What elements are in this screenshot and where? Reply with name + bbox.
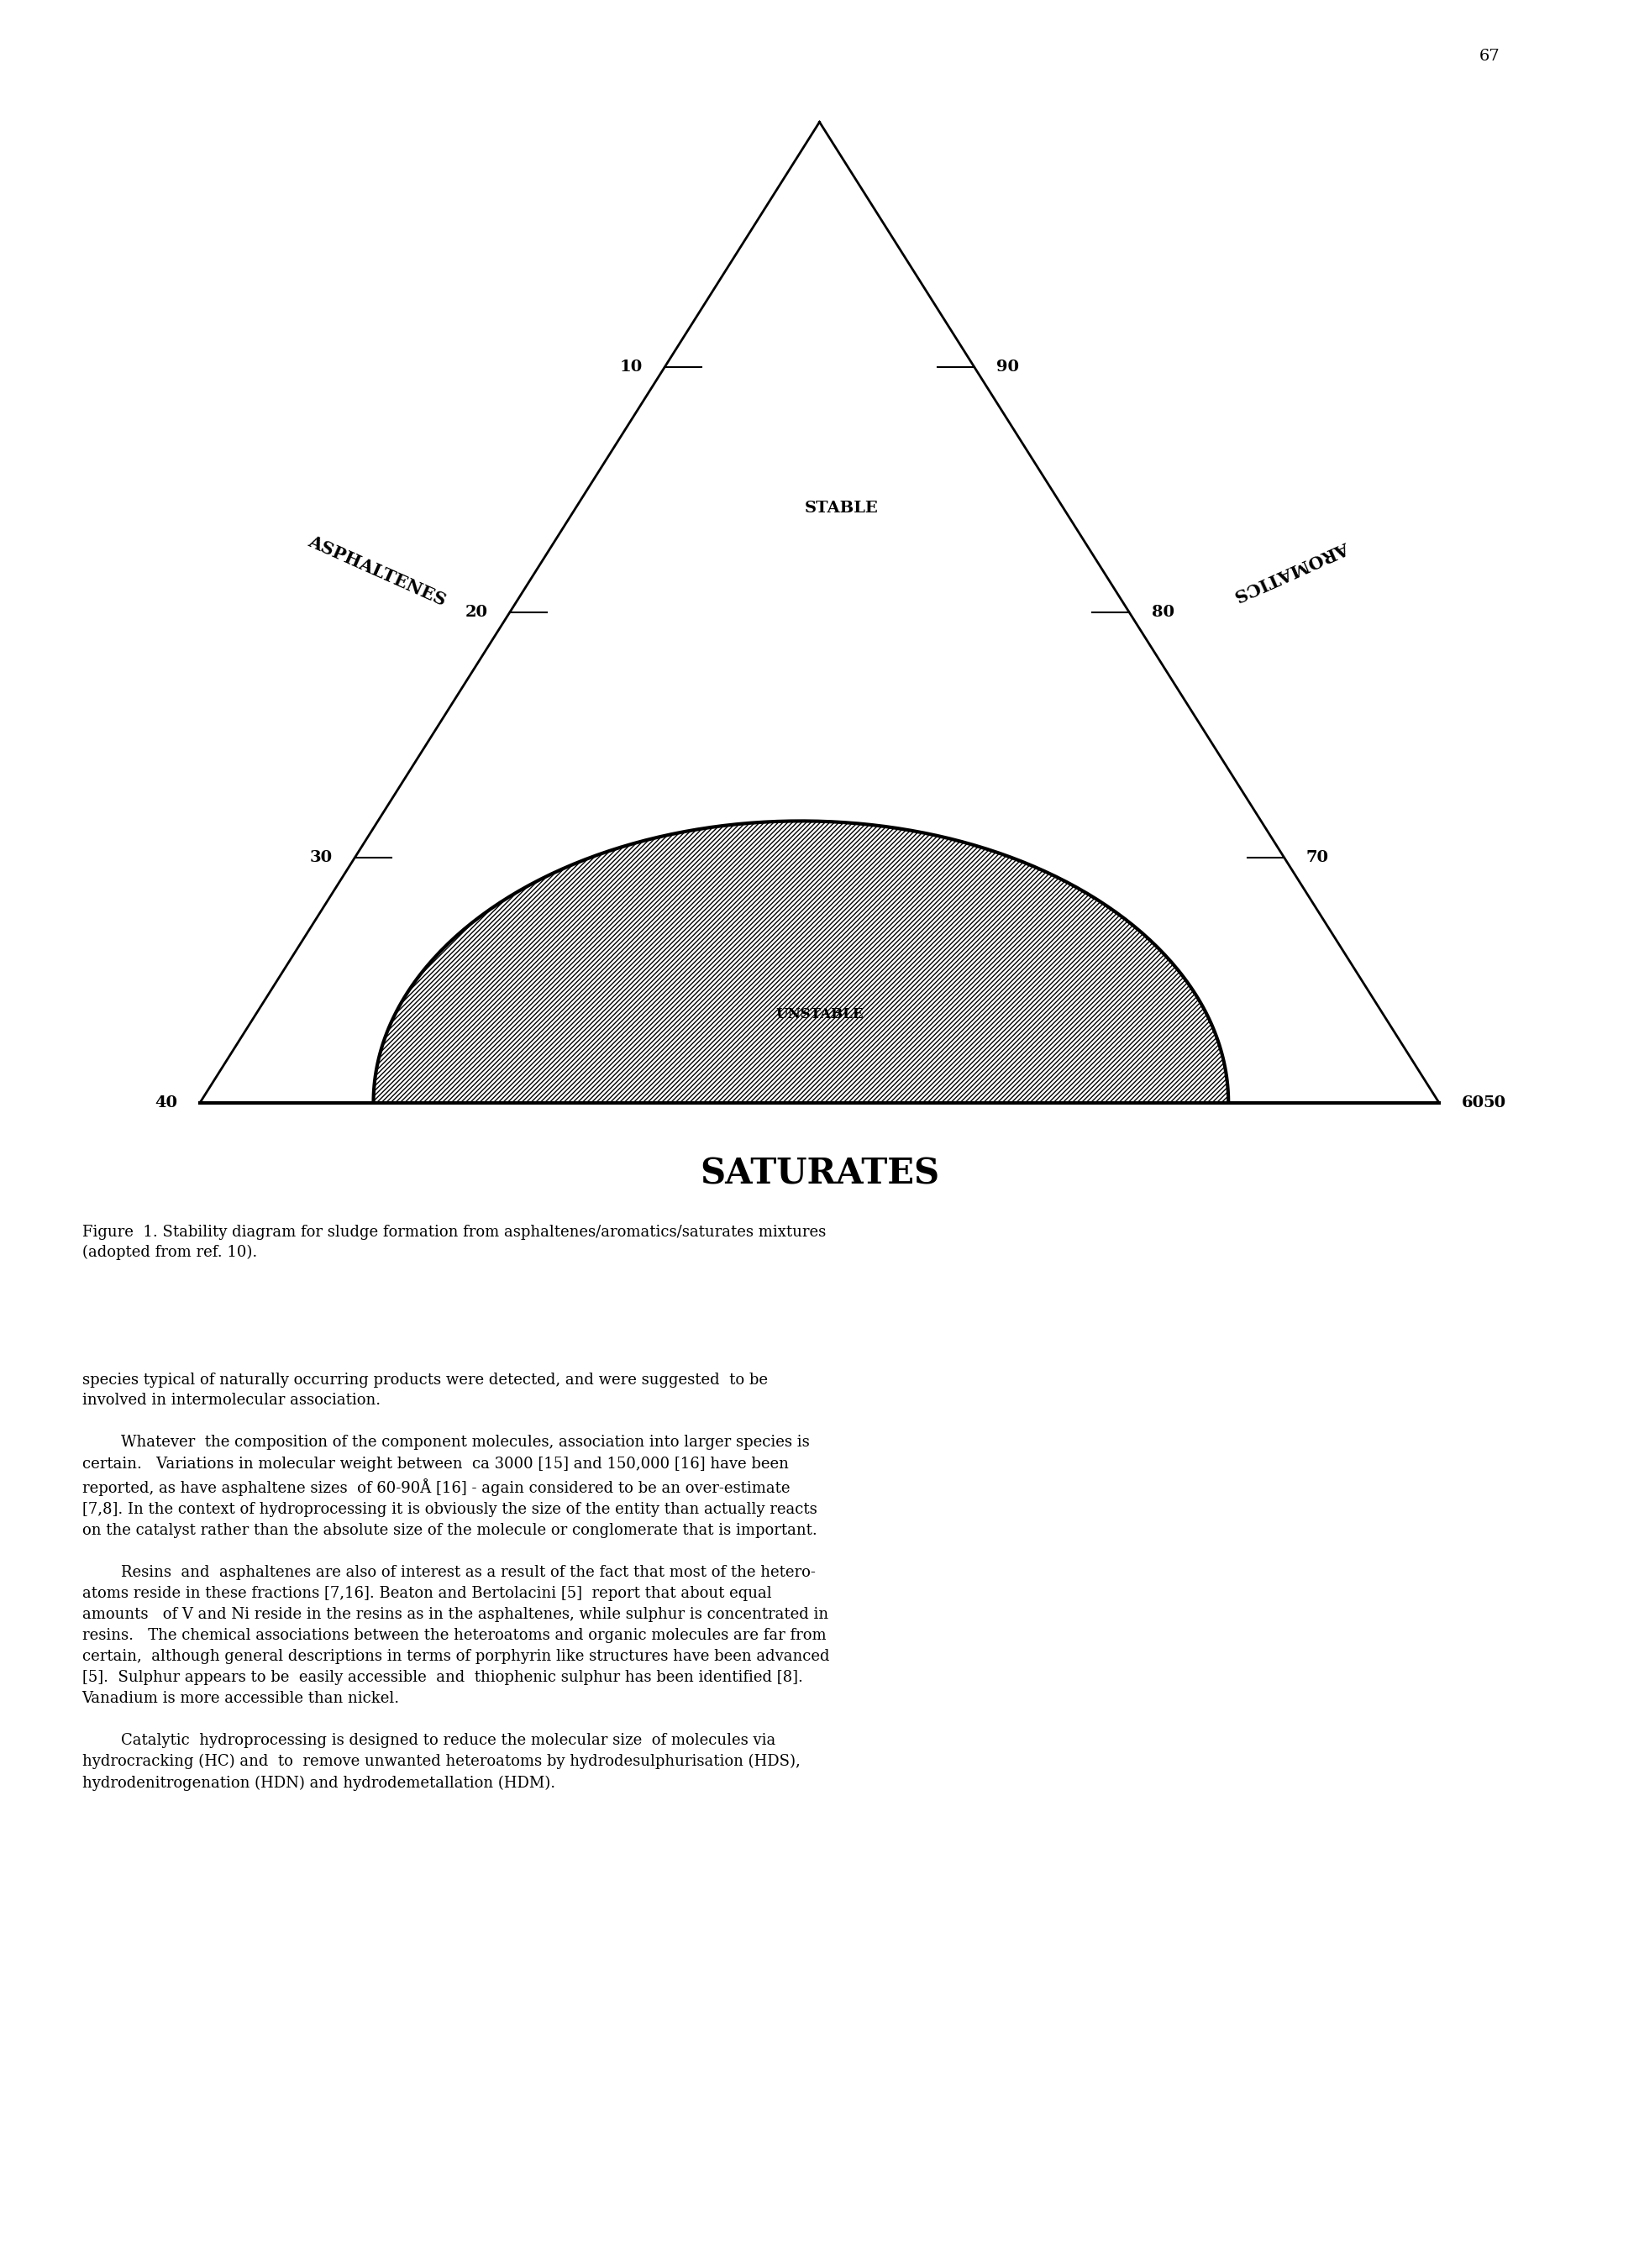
- Text: SATURATES: SATURATES: [700, 1157, 939, 1191]
- Text: 67: 67: [1478, 50, 1500, 64]
- Text: 30: 30: [310, 850, 333, 864]
- Text: ASPHALTENES: ASPHALTENES: [305, 533, 449, 608]
- Text: 20: 20: [465, 606, 488, 619]
- Polygon shape: [374, 821, 1228, 1102]
- Text: 60: 60: [1462, 1095, 1483, 1111]
- Text: AROMATICS: AROMATICS: [1231, 538, 1352, 603]
- Text: 40: 40: [156, 1095, 179, 1111]
- Text: 70: 70: [1306, 850, 1329, 864]
- Text: 10: 10: [620, 361, 642, 374]
- Text: UNSTABLE: UNSTABLE: [775, 1007, 864, 1021]
- Text: 80: 80: [1151, 606, 1174, 619]
- Text: 50: 50: [1483, 1095, 1506, 1111]
- Text: species typical of naturally occurring products were detected, and were suggeste: species typical of naturally occurring p…: [82, 1372, 829, 1792]
- Text: STABLE: STABLE: [805, 501, 879, 515]
- Text: Figure  1. Stability diagram for sludge formation from asphaltenes/aromatics/sat: Figure 1. Stability diagram for sludge f…: [82, 1225, 826, 1261]
- Text: 90: 90: [997, 361, 1019, 374]
